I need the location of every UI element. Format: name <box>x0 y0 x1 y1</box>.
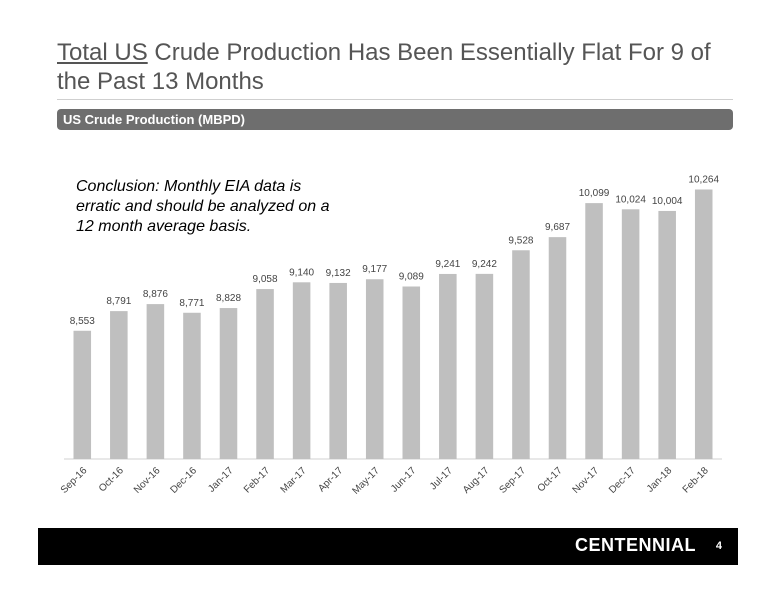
bar <box>585 203 603 459</box>
x-tick-label: Nov-17 <box>571 465 602 496</box>
data-label: 8,791 <box>106 296 131 307</box>
x-tick-label: Dec-17 <box>607 465 638 496</box>
data-label: 9,242 <box>472 259 497 270</box>
x-tick-label: May-17 <box>350 465 382 497</box>
bar <box>110 311 128 459</box>
data-label: 9,140 <box>289 267 314 278</box>
bar <box>475 273 494 459</box>
data-label: 10,099 <box>579 188 610 199</box>
x-tick-label: Oct-16 <box>97 465 126 494</box>
data-label: 9,058 <box>253 274 278 285</box>
x-tick-label: Mar-17 <box>279 465 309 495</box>
data-label: 8,553 <box>70 316 95 327</box>
x-tick-label: Nov-16 <box>132 465 163 496</box>
data-label: 10,024 <box>615 194 646 205</box>
x-tick-label: Oct-17 <box>536 465 565 494</box>
conclusion-text: Conclusion: Monthly EIA data is erratic … <box>76 178 330 235</box>
x-tick-label: Sep-16 <box>59 465 90 496</box>
bar <box>329 282 347 459</box>
x-tick-label: Sep-17 <box>497 465 528 496</box>
bar <box>621 209 640 459</box>
bar-chart: 8,553 Sep-16 8,791 Oct-16 8,876 Nov-16 8,771 De… <box>59 174 722 497</box>
slide-title: Total US Crude Production Has Been Essen… <box>57 38 737 96</box>
x-tick-label: Jun-17 <box>389 465 419 495</box>
bar <box>365 279 384 459</box>
bar <box>219 308 238 459</box>
data-label: 10,264 <box>688 174 719 185</box>
data-label: 9,132 <box>326 268 351 279</box>
bar <box>146 304 165 459</box>
data-label: 10,004 <box>652 196 683 207</box>
bar <box>256 289 274 459</box>
x-tick-label: Dec-16 <box>168 465 199 496</box>
x-tick-label: Aug-17 <box>461 465 492 496</box>
x-tick-label: Apr-17 <box>316 465 345 494</box>
bar <box>694 189 713 459</box>
data-label: 8,876 <box>143 289 168 300</box>
data-label: 9,177 <box>362 264 387 275</box>
title-underlined: Total US <box>57 39 148 66</box>
bar <box>548 237 567 459</box>
bar <box>658 210 676 459</box>
title-divider <box>57 99 733 100</box>
data-label: 8,828 <box>216 293 241 304</box>
title-rest: Crude Production Has Been Essentially Fl… <box>57 39 711 95</box>
bar <box>73 330 92 459</box>
footer-bar: CENTENNIAL 4 <box>38 528 738 565</box>
section-header: US Crude Production (MBPD) <box>57 109 733 130</box>
data-label: 9,089 <box>399 272 424 283</box>
bar <box>402 286 421 459</box>
x-tick-label: Jan-18 <box>645 465 675 495</box>
bar <box>183 312 201 459</box>
bar <box>439 273 457 459</box>
data-label: 9,241 <box>435 259 460 270</box>
data-label: 8,771 <box>179 298 204 309</box>
data-label: 9,687 <box>545 222 570 233</box>
bar <box>512 250 530 459</box>
page-number: 4 <box>715 540 722 552</box>
bar <box>292 282 311 459</box>
data-label: 9,528 <box>508 235 533 246</box>
x-tick-label: Jan-17 <box>206 465 236 495</box>
x-tick-label: Feb-18 <box>681 465 711 495</box>
brand-logo: CENTENNIAL <box>575 535 696 555</box>
x-tick-label: Feb-17 <box>242 465 272 495</box>
x-tick-label: Jul-17 <box>428 465 455 492</box>
